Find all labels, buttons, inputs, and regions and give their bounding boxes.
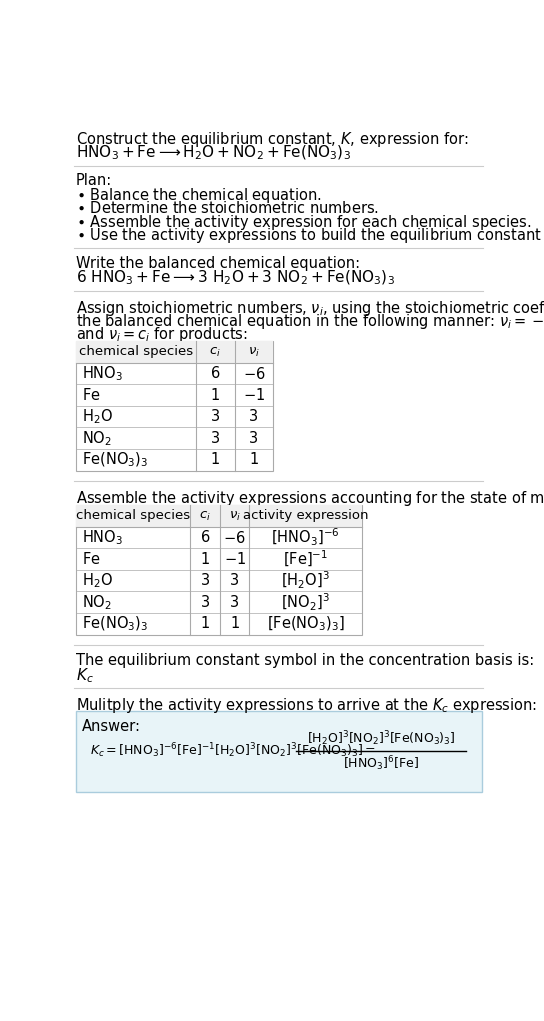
- Text: $\nu_i$: $\nu_i$: [228, 509, 240, 523]
- Text: $[\mathrm{H_2O}]^{3}$: $[\mathrm{H_2O}]^{3}$: [281, 570, 330, 591]
- Text: $[\mathrm{HNO_3}]^{6}[\mathrm{Fe}]$: $[\mathrm{HNO_3}]^{6}[\mathrm{Fe}]$: [343, 753, 419, 773]
- Text: $[\mathrm{Fe(NO_3)_3}]$: $[\mathrm{Fe(NO_3)_3}]$: [267, 615, 344, 633]
- Text: $\mathrm{H_2O}$: $\mathrm{H_2O}$: [82, 407, 113, 426]
- Text: 3: 3: [201, 573, 210, 588]
- Text: $c_i$: $c_i$: [209, 345, 221, 358]
- Text: $K_c = [\mathrm{HNO_3}]^{-6}[\mathrm{Fe}]^{-1}[\mathrm{H_2O}]^{3}[\mathrm{NO_2}]: $K_c = [\mathrm{HNO_3}]^{-6}[\mathrm{Fe}…: [90, 741, 375, 761]
- Text: Mulitply the activity expressions to arrive at the $K_c$ expression:: Mulitply the activity expressions to arr…: [76, 696, 537, 715]
- Text: $\bullet$ Use the activity expressions to build the equilibrium constant express: $\bullet$ Use the activity expressions t…: [76, 226, 544, 245]
- Text: chemical species: chemical species: [76, 509, 190, 523]
- Text: $\mathrm{Fe}$: $\mathrm{Fe}$: [82, 551, 101, 567]
- Text: $\mathrm{Fe(NO_3)_3}$: $\mathrm{Fe(NO_3)_3}$: [82, 450, 148, 469]
- Text: $\nu_i$: $\nu_i$: [248, 345, 260, 358]
- Text: The equilibrium constant symbol in the concentration basis is:: The equilibrium constant symbol in the c…: [76, 653, 534, 668]
- Text: 3: 3: [201, 594, 210, 610]
- Text: 6: 6: [201, 530, 210, 545]
- Text: $\mathrm{NO_2}$: $\mathrm{NO_2}$: [82, 429, 112, 447]
- Text: 1: 1: [201, 551, 210, 567]
- Text: $\mathrm{6\ HNO_3 + Fe} \longrightarrow \mathrm{3\ H_2O + 3\ NO_2 + Fe(NO_3)_3}$: $\mathrm{6\ HNO_3 + Fe} \longrightarrow …: [76, 269, 395, 287]
- Text: $\mathrm{Fe(NO_3)_3}$: $\mathrm{Fe(NO_3)_3}$: [82, 615, 148, 633]
- Text: $\bullet$ Determine the stoichiometric numbers.: $\bullet$ Determine the stoichiometric n…: [76, 199, 379, 215]
- Text: 1: 1: [211, 388, 220, 402]
- Text: $-6$: $-6$: [223, 530, 246, 545]
- Text: 6: 6: [211, 367, 220, 381]
- Text: 1: 1: [230, 617, 239, 631]
- Text: $[\mathrm{Fe}]^{-1}$: $[\mathrm{Fe}]^{-1}$: [283, 549, 328, 569]
- Text: $\mathrm{NO_2}$: $\mathrm{NO_2}$: [82, 593, 112, 612]
- Bar: [76, 341, 274, 362]
- Text: $\mathrm{H_2O}$: $\mathrm{H_2O}$: [82, 572, 113, 590]
- Text: 3: 3: [211, 409, 220, 424]
- Text: Plan:: Plan:: [76, 174, 112, 188]
- Text: and $\nu_i = c_i$ for products:: and $\nu_i = c_i$ for products:: [76, 325, 248, 344]
- Text: Assign stoichiometric numbers, $\nu_i$, using the stoichiometric coefficients, $: Assign stoichiometric numbers, $\nu_i$, …: [76, 299, 544, 318]
- Text: $K_c$: $K_c$: [76, 666, 94, 685]
- Text: Assemble the activity expressions accounting for the state of matter and $\nu_i$: Assemble the activity expressions accoun…: [76, 489, 544, 508]
- Text: $\mathrm{HNO_3 + Fe} \longrightarrow \mathrm{H_2O + NO_2 + Fe(NO_3)_3}$: $\mathrm{HNO_3 + Fe} \longrightarrow \ma…: [76, 143, 351, 161]
- Text: $-1$: $-1$: [224, 551, 246, 567]
- Text: $\mathrm{HNO_3}$: $\mathrm{HNO_3}$: [82, 364, 123, 383]
- FancyBboxPatch shape: [76, 711, 482, 791]
- Text: 3: 3: [230, 594, 239, 610]
- Text: 1: 1: [201, 617, 210, 631]
- Text: 3: 3: [250, 431, 258, 446]
- Text: 3: 3: [211, 431, 220, 446]
- Text: $[\mathrm{HNO_3}]^{-6}$: $[\mathrm{HNO_3}]^{-6}$: [271, 527, 340, 548]
- Text: $c_i$: $c_i$: [199, 509, 211, 523]
- Text: Answer:: Answer:: [82, 719, 141, 733]
- Text: $\mathrm{HNO_3}$: $\mathrm{HNO_3}$: [82, 528, 123, 547]
- Text: the balanced chemical equation in the following manner: $\nu_i = -c_i$ for react: the balanced chemical equation in the fo…: [76, 312, 544, 331]
- Text: 3: 3: [230, 573, 239, 588]
- Text: $\mathrm{Fe}$: $\mathrm{Fe}$: [82, 387, 101, 403]
- Text: $[\mathrm{H_2O}]^{3}[\mathrm{NO_2}]^{3}[\mathrm{Fe(NO_3)_3}]$: $[\mathrm{H_2O}]^{3}[\mathrm{NO_2}]^{3}[…: [307, 729, 455, 747]
- Text: Construct the equilibrium constant, $K$, expression for:: Construct the equilibrium constant, $K$,…: [76, 131, 468, 149]
- Text: $-1$: $-1$: [243, 387, 265, 403]
- Bar: [76, 341, 274, 471]
- Text: chemical species: chemical species: [79, 345, 193, 358]
- Text: $\bullet$ Assemble the activity expression for each chemical species.: $\bullet$ Assemble the activity expressi…: [76, 212, 531, 232]
- Bar: [76, 505, 362, 527]
- Text: $\bullet$ Balance the chemical equation.: $\bullet$ Balance the chemical equation.: [76, 187, 321, 205]
- Text: 3: 3: [250, 409, 258, 424]
- Bar: [76, 505, 362, 635]
- Text: 1: 1: [211, 452, 220, 468]
- Text: $-6$: $-6$: [243, 366, 265, 382]
- Text: 1: 1: [249, 452, 258, 468]
- Text: $[\mathrm{NO_2}]^{3}$: $[\mathrm{NO_2}]^{3}$: [281, 592, 330, 613]
- Text: activity expression: activity expression: [243, 509, 368, 523]
- Text: Write the balanced chemical equation:: Write the balanced chemical equation:: [76, 255, 360, 271]
